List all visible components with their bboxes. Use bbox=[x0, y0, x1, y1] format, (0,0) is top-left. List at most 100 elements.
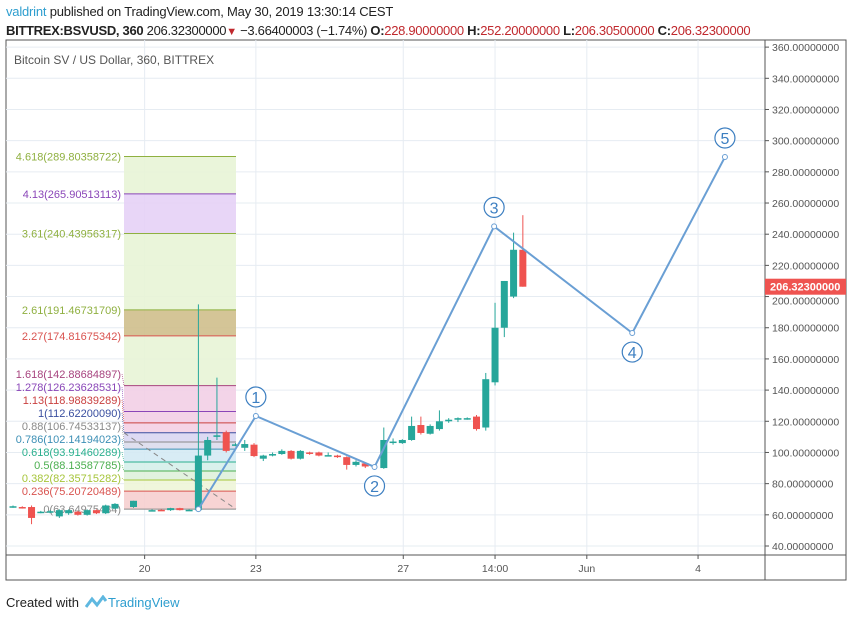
candle-body bbox=[519, 249, 527, 287]
tradingview-logo-icon bbox=[84, 594, 107, 608]
publish-text: published on TradingView.com, May 30, 20… bbox=[46, 4, 394, 19]
price-tick-label: 160.00000000 bbox=[772, 354, 839, 366]
price-tick-label: 100.00000000 bbox=[772, 447, 839, 459]
price-tick-label: 120.00000000 bbox=[772, 416, 839, 428]
price-tick-label: 280.00000000 bbox=[772, 167, 839, 179]
candle-body bbox=[250, 444, 258, 457]
fib-band bbox=[124, 479, 236, 492]
price-tick-label: 220.00000000 bbox=[772, 260, 839, 272]
candle-body bbox=[83, 510, 91, 515]
candle-body bbox=[333, 455, 341, 458]
fib-level-label: 1.278(126.23628531) bbox=[16, 382, 121, 394]
candle-up bbox=[102, 504, 110, 515]
fib-level-label: 3.61(240.43956317) bbox=[22, 229, 121, 241]
candle-up bbox=[231, 443, 239, 447]
fib-level-label: 4.13(265.90513113) bbox=[23, 189, 121, 201]
price-tick-label: 320.00000000 bbox=[772, 104, 839, 116]
fib-level-label: 0.5(88.13587785) bbox=[34, 460, 121, 472]
fib-level-label: 2.27(174.81675342) bbox=[22, 331, 121, 343]
fib-level-label: 1(112.62200090) bbox=[38, 408, 121, 420]
wave-point bbox=[491, 223, 498, 230]
candle-body bbox=[463, 418, 471, 420]
price-tick-label: 60.00000000 bbox=[772, 510, 833, 522]
price-tick-label: 360.00000000 bbox=[772, 42, 839, 54]
candle-up bbox=[83, 509, 91, 516]
chart-title: Bitcoin SV / US Dollar, 360, BITTREX bbox=[14, 53, 215, 67]
wave-label: 2 bbox=[370, 479, 379, 496]
time-tick-label: 27 bbox=[397, 563, 409, 575]
fib-band bbox=[124, 193, 236, 234]
candle-up bbox=[9, 505, 17, 508]
candle-body bbox=[398, 439, 406, 444]
price-change: −3.66400003 (−1.74%) bbox=[240, 23, 368, 38]
fib-level-label: 1.618(142.88684897) bbox=[16, 369, 121, 381]
candle-body bbox=[55, 510, 63, 517]
wave-point bbox=[629, 330, 636, 337]
price-tick-label: 260.00000000 bbox=[772, 198, 839, 210]
triangle-down-icon: ▼ bbox=[226, 26, 237, 38]
wave-point bbox=[195, 506, 202, 513]
footer: Created with TradingView bbox=[6, 593, 180, 610]
high-label: H: bbox=[467, 23, 481, 38]
candle-down bbox=[519, 215, 527, 287]
candle-body bbox=[130, 500, 138, 508]
candle-body bbox=[500, 280, 508, 328]
candle-body bbox=[194, 455, 202, 511]
wave-label-circle bbox=[245, 386, 267, 408]
candle-up bbox=[46, 510, 54, 514]
candle-body bbox=[213, 435, 221, 437]
fib-label-connector bbox=[121, 477, 125, 481]
candle-up bbox=[482, 372, 490, 431]
candle-up bbox=[463, 417, 471, 420]
candle-body bbox=[259, 455, 267, 459]
candle-down bbox=[28, 505, 36, 525]
fib-band bbox=[124, 491, 236, 510]
candle-body bbox=[435, 421, 443, 430]
wave-label: 5 bbox=[720, 131, 729, 148]
time-tick-label: 14:00 bbox=[482, 563, 508, 575]
candle-body bbox=[306, 452, 314, 454]
fib-band bbox=[124, 441, 236, 450]
wave-point bbox=[252, 412, 259, 419]
candle-body bbox=[204, 439, 212, 456]
time-tick-label: 23 bbox=[250, 563, 262, 575]
candle-body bbox=[380, 439, 388, 469]
fib-level-label: 2.61(191.46731709) bbox=[22, 305, 121, 317]
wave-label-circle bbox=[714, 127, 736, 149]
candle-up bbox=[204, 436, 212, 461]
candle-up bbox=[435, 410, 443, 431]
author-link[interactable]: valdrint bbox=[6, 4, 47, 19]
candle-up bbox=[130, 500, 138, 508]
candle-up bbox=[194, 304, 202, 512]
candle-up bbox=[454, 417, 462, 423]
wave-label: 4 bbox=[628, 345, 637, 362]
candle-body bbox=[241, 444, 249, 448]
fib-band bbox=[124, 233, 236, 310]
fib-band bbox=[124, 461, 236, 471]
candle-body bbox=[278, 450, 286, 455]
candle-body bbox=[315, 452, 323, 456]
candle-body bbox=[454, 418, 462, 420]
candle-body bbox=[473, 416, 480, 430]
wave-label-circle bbox=[483, 196, 505, 219]
fib-band bbox=[124, 335, 236, 386]
candle-body bbox=[111, 503, 119, 509]
price-tick-label: 140.00000000 bbox=[772, 385, 839, 397]
candle-up bbox=[445, 418, 453, 423]
fib-band bbox=[124, 422, 236, 433]
wave-label-circle bbox=[363, 475, 386, 497]
candle-up bbox=[148, 509, 156, 512]
candle-up bbox=[491, 302, 499, 386]
candle-down bbox=[417, 416, 425, 435]
candle-up bbox=[213, 377, 221, 440]
tradingview-link[interactable]: TradingView bbox=[108, 595, 180, 610]
fib-band bbox=[124, 432, 236, 442]
candle-body bbox=[102, 505, 110, 514]
close-value: 206.32300000 bbox=[670, 23, 751, 38]
price-tick-label: 40.00000000 bbox=[772, 541, 833, 553]
candle-body bbox=[482, 379, 490, 428]
candle-body bbox=[296, 450, 304, 459]
candle-up bbox=[398, 439, 406, 444]
wave-label-circle bbox=[621, 341, 643, 363]
